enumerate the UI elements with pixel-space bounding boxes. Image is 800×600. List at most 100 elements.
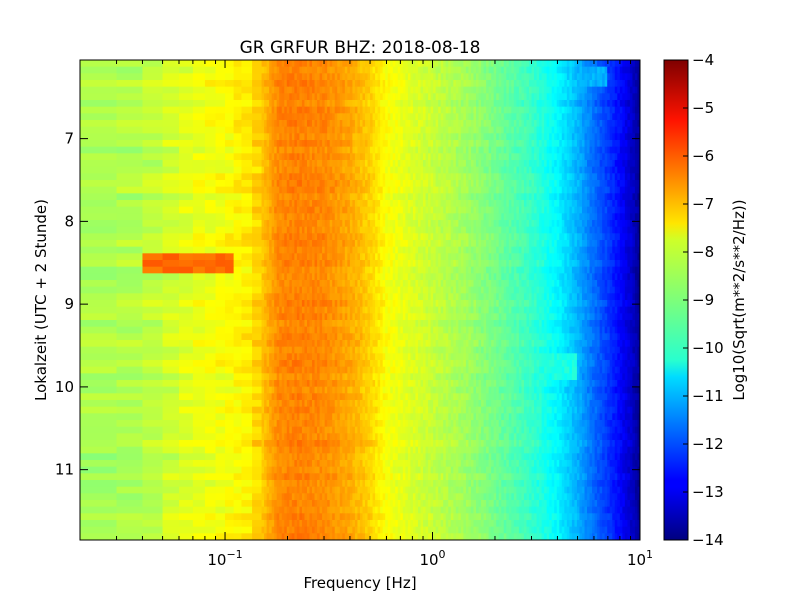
heatmap-cell	[617, 240, 621, 248]
heatmap-cell	[269, 73, 273, 81]
heatmap-cell	[460, 200, 464, 208]
heatmap-cell	[536, 233, 540, 241]
heatmap-cell	[622, 213, 626, 221]
heatmap-cell	[629, 173, 634, 181]
heatmap-cell	[566, 126, 570, 134]
heatmap-cell	[488, 253, 492, 261]
heatmap-cell	[576, 146, 581, 154]
heatmap-cell	[380, 240, 384, 248]
heatmap-cell	[304, 100, 308, 108]
heatmap-cell	[566, 113, 570, 121]
heatmap-cell	[602, 146, 606, 154]
heatmap-cell	[546, 93, 550, 101]
heatmap-cell	[523, 120, 528, 128]
heatmap-cell	[501, 140, 505, 148]
heatmap-cell	[438, 153, 442, 161]
heatmap-cell	[438, 226, 442, 234]
heatmap-cell	[291, 160, 295, 168]
heatmap-cell	[458, 173, 462, 181]
heatmap-cell	[612, 200, 616, 208]
heatmap-cell	[488, 133, 492, 141]
heatmap-cell	[602, 60, 606, 68]
heatmap-cell	[392, 100, 396, 108]
heatmap-cell	[546, 240, 550, 248]
heatmap-cell	[503, 153, 507, 161]
heatmap-cell	[592, 253, 596, 261]
heatmap-cell	[415, 60, 419, 68]
heatmap-cell	[322, 166, 326, 174]
heatmap-cell	[309, 80, 313, 88]
heatmap-cell	[337, 140, 341, 148]
heatmap-cell	[162, 193, 180, 201]
heatmap-cell	[503, 60, 507, 68]
heatmap-cell	[428, 160, 432, 168]
heatmap-cell	[269, 153, 273, 161]
heatmap-cell	[327, 86, 331, 94]
heatmap-cell	[544, 226, 548, 234]
heatmap-cell	[544, 93, 548, 101]
heatmap-cell	[261, 160, 265, 168]
heatmap-cell	[587, 233, 591, 241]
heatmap-cell	[349, 113, 353, 121]
heatmap-cell	[571, 180, 575, 188]
heatmap-cell	[463, 186, 467, 194]
heatmap-cell	[493, 73, 497, 81]
heatmap-cell	[534, 226, 538, 234]
heatmap-cell	[304, 60, 308, 68]
heatmap-cell	[342, 253, 346, 261]
heatmap-cell	[294, 213, 298, 221]
heatmap-cell	[269, 66, 273, 74]
heatmap-cell	[306, 113, 311, 121]
heatmap-cell	[493, 200, 497, 208]
heatmap-cell	[162, 160, 180, 168]
heatmap-cell	[612, 113, 616, 121]
heatmap-cell	[513, 100, 517, 108]
heatmap-cell	[347, 226, 351, 234]
heatmap-cell	[549, 200, 553, 208]
heatmap-cell	[612, 100, 616, 108]
heatmap-cell	[116, 160, 144, 168]
heatmap-cell	[296, 213, 300, 221]
heatmap-cell	[458, 166, 462, 174]
heatmap-cell	[481, 126, 485, 134]
heatmap-cell	[354, 246, 359, 254]
heatmap-cell	[204, 220, 217, 228]
heatmap-cell	[589, 113, 593, 121]
heatmap-cell	[301, 126, 306, 134]
heatmap-cell	[465, 186, 470, 194]
heatmap-cell	[579, 193, 583, 201]
heatmap-cell	[483, 240, 487, 248]
heatmap-cell	[392, 60, 396, 68]
heatmap-cell	[460, 246, 464, 254]
heatmap-cell	[375, 220, 379, 228]
heatmap-cell	[597, 206, 601, 214]
heatmap-cell	[619, 193, 623, 201]
heatmap-cell	[334, 113, 338, 121]
heatmap-cell	[534, 166, 538, 174]
heatmap-cell	[225, 66, 235, 74]
heatmap-cell	[390, 126, 394, 134]
heatmap-cell	[518, 186, 523, 194]
heatmap-cell	[496, 206, 500, 214]
heatmap-cell	[312, 213, 316, 221]
heatmap-cell	[352, 100, 356, 108]
heatmap-cell	[266, 233, 270, 241]
heatmap-cell	[559, 226, 563, 234]
heatmap-cell	[627, 140, 631, 148]
heatmap-cell	[317, 160, 321, 168]
heatmap-cell	[599, 226, 603, 234]
heatmap-cell	[581, 246, 586, 254]
heatmap-cell	[314, 133, 318, 141]
heatmap-cell	[541, 100, 545, 108]
heatmap-cell	[440, 213, 444, 221]
heatmap-cell	[450, 140, 454, 148]
heatmap-cell	[385, 260, 389, 268]
heatmap-cell	[521, 180, 525, 188]
heatmap-cell	[587, 240, 591, 248]
heatmap-cell	[473, 166, 477, 174]
heatmap-cell	[544, 73, 548, 81]
heatmap-cell	[536, 146, 540, 154]
heatmap-cell	[405, 60, 409, 68]
heatmap-cell	[528, 193, 533, 201]
heatmap-cell	[375, 173, 379, 181]
